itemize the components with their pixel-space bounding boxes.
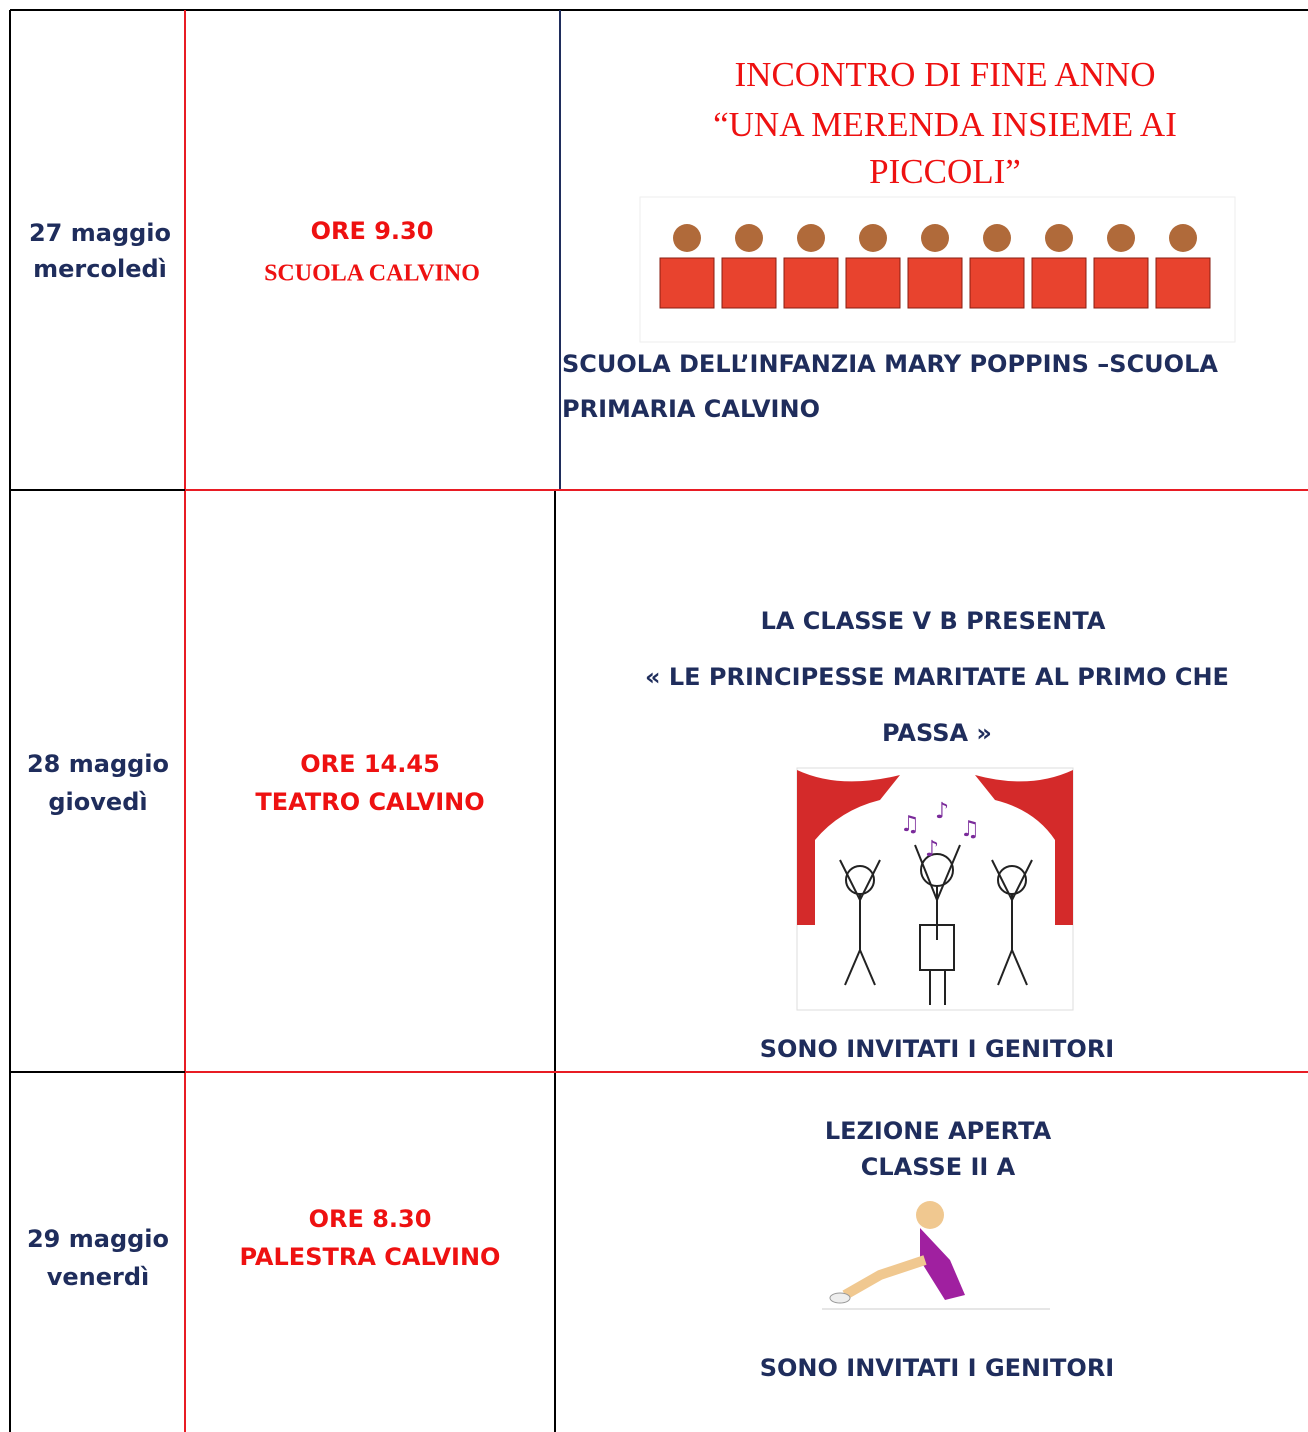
weekday: giovedì [48,788,147,816]
event-title: LEZIONE APERTA [825,1117,1052,1145]
event-title: CLASSE II A [861,1153,1016,1181]
svg-text:♫: ♫ [900,812,920,837]
place: TEATRO CALVINO [255,788,484,816]
svg-text:♪: ♪ [935,799,949,824]
table-grid [9,9,1308,1432]
event-title: LA CLASSE V B PRESENTA [761,607,1106,635]
event-title: « LE PRINCIPESSE MARITATE AL PRIMO CHE [645,663,1229,691]
time: ORE 9.30 [311,217,434,245]
event-note: SONO INVITATI I GENITORI [760,1035,1115,1063]
place: PALESTRA CALVINO [240,1243,501,1271]
time: ORE 14.45 [300,750,440,778]
place: SCUOLA CALVINO [264,261,480,287]
svg-text:♪: ♪ [925,837,939,862]
svg-text:♫: ♫ [960,817,980,842]
theater-image: ♫♪♫♪ [796,767,1074,1011]
date: 29 maggio [27,1225,169,1253]
continuity-image [639,196,1236,343]
weekday: venerdì [47,1263,150,1291]
time: ORE 8.30 [309,1205,432,1233]
date: 28 maggio [27,750,169,778]
event-title: PICCOLI” [869,152,1021,191]
event-title: “UNA MERENDA INSIEME AI [713,105,1177,144]
gym-image [822,1187,1050,1310]
date: 27 maggio [29,219,171,247]
event-note: PRIMARIA CALVINO [562,395,820,423]
weekday: mercoledì [33,255,167,283]
event-note: SONO INVITATI I GENITORI [760,1354,1115,1382]
event-note: SCUOLA DELL’INFANZIA MARY POPPINS –SCUOL… [562,350,1218,378]
event-title: INCONTRO DI FINE ANNO [735,55,1156,94]
event-title: PASSA » [882,719,992,747]
